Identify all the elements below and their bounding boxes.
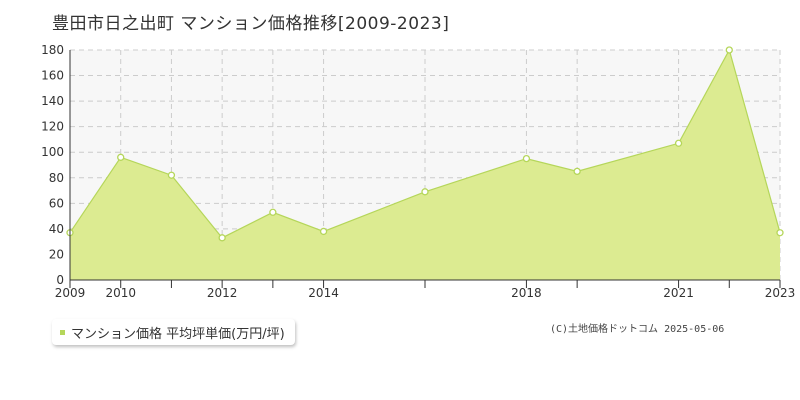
- chart-title: 豊田市日之出町 マンション価格推移[2009-2023]: [52, 14, 450, 34]
- data-point: [218, 234, 226, 242]
- y-tick-label: 40: [49, 222, 64, 236]
- x-tick-label: 2023: [765, 286, 796, 300]
- x-tick-label: 2009: [55, 286, 86, 300]
- x-tick-label: 2012: [207, 286, 238, 300]
- copyright-credit: (C)土地価格ドットコム 2025-05-06: [550, 324, 725, 335]
- data-point: [776, 229, 784, 237]
- legend: マンション価格 平均坪単価(万円/坪): [52, 319, 295, 345]
- x-tick-label: 2014: [308, 286, 339, 300]
- x-tick-label: 2018: [511, 286, 542, 300]
- y-axis: 0 20 40 60 80 100 120 140 160 180: [41, 43, 71, 287]
- data-point: [522, 154, 531, 163]
- price-area-fill: [70, 50, 780, 280]
- y-tick-label: 80: [49, 171, 64, 185]
- legend-marker: [60, 329, 65, 335]
- data-point: [573, 167, 581, 176]
- data-point: [319, 227, 328, 236]
- y-tick-label: 100: [41, 145, 64, 159]
- data-point: [421, 188, 429, 196]
- y-tick-label: 120: [41, 120, 64, 134]
- x-axis: 2009 2010 2012 2014 2018 2021 2023: [55, 279, 796, 300]
- y-tick-label: 0: [56, 273, 64, 287]
- y-tick-label: 140: [41, 94, 64, 108]
- y-tick-label: 160: [41, 69, 64, 83]
- legend-label: マンション価格 平均坪単価(万円/坪): [71, 326, 285, 342]
- price-line: [69, 48, 781, 239]
- y-tick-label: 60: [49, 196, 64, 210]
- y-tick-label: 180: [41, 43, 64, 57]
- data-point: [674, 139, 683, 147]
- y-tick-label: 20: [49, 247, 64, 261]
- x-tick-label: 2021: [663, 286, 694, 300]
- data-point: [117, 153, 125, 161]
- data-points: [66, 46, 784, 242]
- data-point: [167, 171, 176, 179]
- data-point: [725, 46, 733, 54]
- data-point: [269, 208, 277, 216]
- x-tick-label: 2010: [105, 286, 136, 300]
